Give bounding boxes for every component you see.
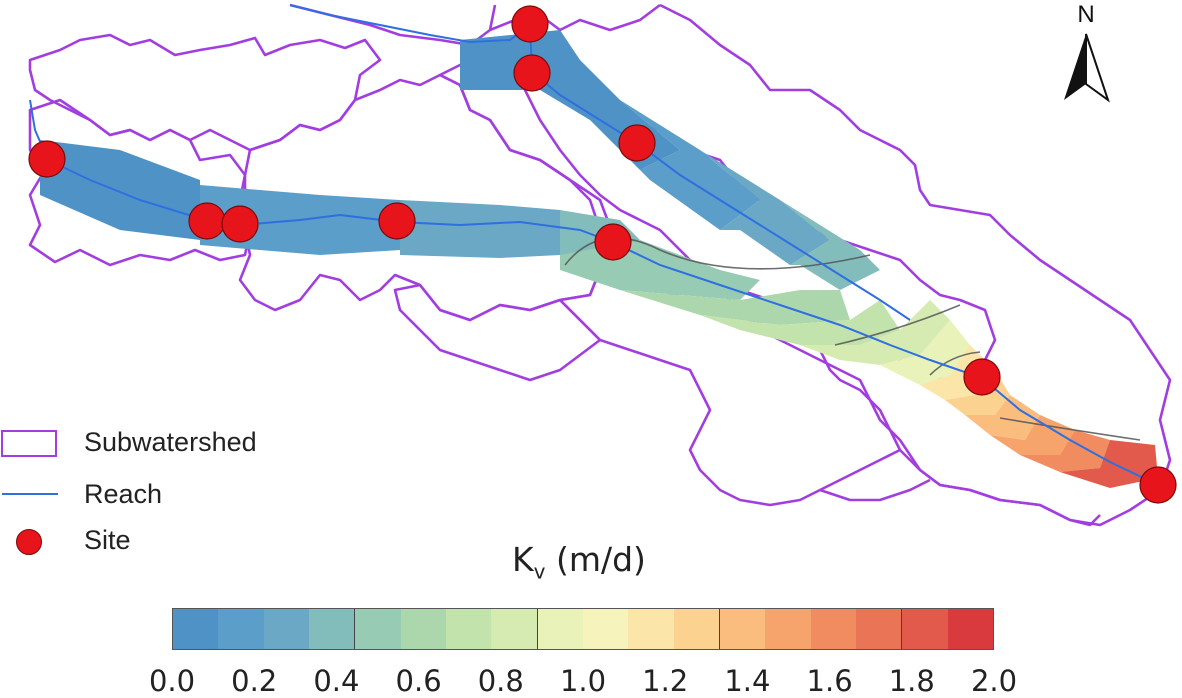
kv-band-north-2	[620, 100, 760, 230]
north-arrow-left-half	[1064, 34, 1086, 100]
colorbar-segment	[947, 609, 993, 649]
site-marker[interactable]	[188, 202, 226, 240]
site-marker[interactable]	[28, 140, 66, 178]
kv-band-trunk-4	[800, 300, 950, 365]
colorbar-tick-label: 1.4	[724, 664, 771, 698]
kv-band-trunk-9	[990, 415, 1075, 455]
kv-contours	[564, 237, 1141, 441]
legend-label: Reach	[84, 479, 163, 509]
site-marker[interactable]	[618, 124, 656, 162]
colorbar-tick-label: 0.8	[477, 664, 524, 698]
colorbar-segment	[765, 609, 811, 649]
colorbar-segment	[263, 609, 309, 649]
colorbar-tick-label: 0.2	[231, 664, 278, 698]
colorbar-title: Kv (m/d)	[512, 540, 646, 584]
colorbar-segment	[491, 609, 537, 649]
site-marker[interactable]	[221, 205, 259, 243]
colorbar-segment	[173, 609, 219, 649]
colorbar-tick-label: 0.6	[395, 664, 442, 698]
north-arrow-right-half	[1085, 33, 1110, 103]
contour-3	[929, 351, 981, 376]
colorbar-tick-label: 2.0	[970, 664, 1018, 698]
site-marker[interactable]	[513, 54, 551, 92]
colorbar-segment	[718, 609, 766, 649]
subwatershed-1	[28, 33, 382, 152]
contour-1	[564, 237, 871, 270]
colorbar-segment	[400, 609, 446, 649]
colorbar-segment	[354, 609, 401, 649]
site-marker[interactable]	[378, 202, 416, 240]
site-marker[interactable]	[594, 223, 632, 261]
north-label: N	[1077, 1, 1094, 28]
kv-band-trunk-8	[965, 395, 1040, 440]
site-dot-icon	[16, 529, 42, 555]
north-arrow-icon: N	[1064, 1, 1110, 103]
kv-band-north-3	[700, 150, 830, 265]
kv-band-west-3	[400, 200, 560, 258]
colorbar-segment	[810, 609, 856, 649]
colorbar-segment	[901, 609, 948, 649]
colorbar-segment	[628, 609, 674, 649]
colorbar-segment	[536, 609, 583, 649]
subwatershed-9	[393, 283, 602, 382]
colorbar-title-subscript: v	[533, 559, 546, 584]
kv-band-trunk-10	[1020, 430, 1110, 472]
subwatershed-swatch-icon	[1, 430, 57, 457]
contour-4	[999, 417, 1141, 441]
colorbar-tick-label: 0.0	[148, 664, 196, 698]
kv-band-trunk-2	[620, 290, 850, 325]
colorbar-tick-label: 1.2	[642, 664, 689, 698]
colorbar-tick-label: 1.8	[888, 664, 935, 698]
kv-corridor	[40, 30, 1158, 488]
kv-band-trunk-11	[1060, 440, 1158, 488]
subwatershed-8	[819, 449, 1101, 527]
kv-band-trunk-3	[700, 300, 900, 345]
kv-band-north-4	[780, 200, 880, 290]
colorbar-ticks: 0.0 0.2 0.4 0.6 0.8 1.0 1.2 1.4 1.6 1.8 2.0	[0, 664, 1182, 698]
site-marker[interactable]	[1139, 466, 1177, 504]
colorbar-segment	[218, 609, 264, 649]
contour-2	[834, 304, 961, 346]
legend-label: Subwatershed	[84, 427, 257, 457]
kv-band-west-1	[40, 140, 200, 240]
colorbar-segment	[445, 609, 492, 649]
colorbar-tick-label: 1.0	[559, 664, 607, 698]
colorbar-segment	[673, 609, 719, 649]
colorbar-title-units: (m/d)	[545, 540, 646, 579]
kv-band-trunk-12	[735, 253, 758, 270]
sites	[28, 5, 1177, 504]
colorbar-segment	[582, 609, 629, 649]
site-marker[interactable]	[511, 5, 549, 43]
subwatershed-2	[28, 98, 252, 267]
kv-band-trunk-5	[880, 320, 970, 385]
reach-line-icon	[2, 493, 58, 495]
legend-label: Site	[84, 525, 131, 555]
colorbar-segment	[308, 609, 355, 649]
colorbar-tick-label: 1.6	[806, 664, 853, 698]
colorbar	[172, 608, 994, 650]
reach-north	[289, 4, 911, 321]
colorbar-title-symbol: K	[512, 540, 534, 579]
colorbar-tick-label: 0.4	[313, 664, 360, 698]
site-marker[interactable]	[963, 358, 1001, 396]
colorbar-segment	[855, 609, 902, 649]
